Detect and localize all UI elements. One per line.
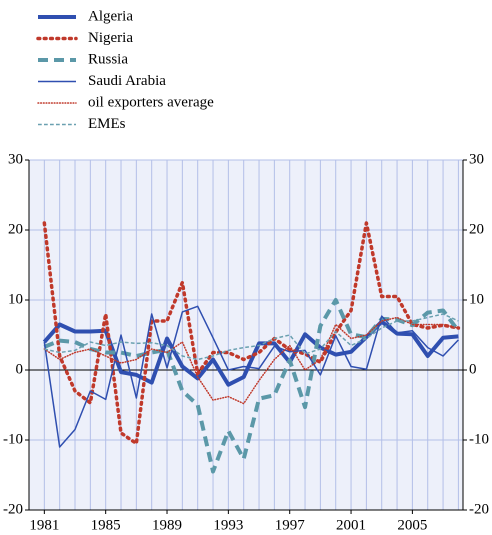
x-tick-label: 1989 bbox=[152, 517, 182, 533]
y2-tick-label: 30 bbox=[469, 151, 484, 167]
y2-tick-label: -20 bbox=[469, 501, 489, 517]
legend-label: Nigeria bbox=[88, 30, 133, 46]
y-tick-label: 20 bbox=[8, 221, 23, 237]
x-tick-label: 1985 bbox=[91, 517, 121, 533]
x-tick-label: 2005 bbox=[397, 517, 427, 533]
legend-label: Saudi Arabia bbox=[88, 73, 166, 89]
x-tick-label: 1997 bbox=[275, 517, 306, 533]
y2-tick-label: 10 bbox=[469, 291, 484, 307]
x-tick-label: 2001 bbox=[336, 517, 366, 533]
y-tick-label: 10 bbox=[8, 291, 23, 307]
y-tick-label: 30 bbox=[8, 151, 23, 167]
y-tick-label: 0 bbox=[16, 361, 24, 377]
legend-label: EMEs bbox=[88, 116, 126, 132]
y2-tick-label: -10 bbox=[469, 431, 489, 447]
x-tick-label: 1981 bbox=[29, 517, 59, 533]
series-line bbox=[44, 313, 459, 361]
x-tick-label: 1993 bbox=[213, 517, 243, 533]
y-tick-label: -20 bbox=[3, 501, 23, 517]
legend-label: oil exporters average bbox=[88, 94, 214, 110]
y2-tick-label: 0 bbox=[469, 361, 477, 377]
y-tick-label: -10 bbox=[3, 431, 23, 447]
legend-label: Russia bbox=[88, 51, 128, 67]
series-line bbox=[42, 221, 461, 446]
legend-label: Algeria bbox=[88, 8, 133, 24]
series-line bbox=[43, 316, 460, 405]
series-line bbox=[43, 298, 460, 474]
y2-tick-label: 20 bbox=[469, 221, 484, 237]
